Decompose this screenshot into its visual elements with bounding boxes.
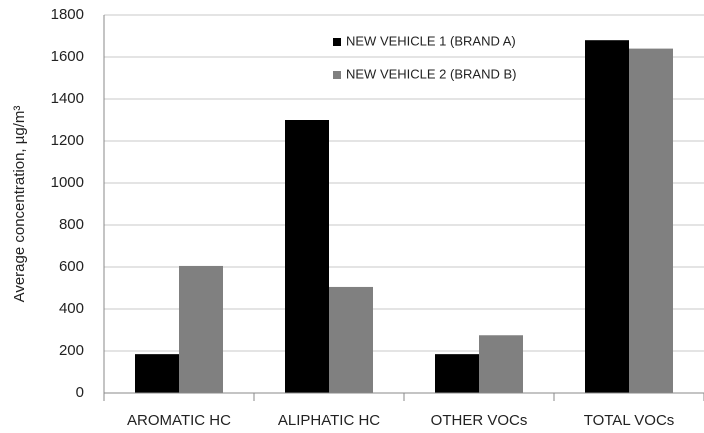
y-tick-label: 200	[59, 342, 84, 359]
y-tick-label: 1200	[51, 132, 84, 149]
y-tick-label: 1400	[51, 90, 84, 107]
legend-swatch	[333, 71, 341, 79]
bar	[585, 40, 629, 393]
x-tick-label: ALIPHATIC HC	[278, 412, 380, 429]
y-tick-label: 1600	[51, 48, 84, 65]
x-tick-label: AROMATIC HC	[127, 412, 231, 429]
legend-label: NEW VEHICLE 1 (BRAND A)	[346, 33, 516, 48]
y-tick-label: 1000	[51, 174, 84, 191]
bar	[329, 286, 373, 393]
bar	[285, 120, 329, 393]
y-axis-label: Average concentration, µg/m³	[11, 106, 28, 303]
y-tick-label: 1800	[51, 6, 84, 23]
y-tick-label: 600	[59, 258, 84, 275]
legend-label: NEW VEHICLE 2 (BRAND B)	[346, 66, 516, 81]
x-tick-label: TOTAL VOCs	[584, 412, 675, 429]
y-tick-label: 800	[59, 216, 84, 233]
bar	[135, 354, 179, 393]
y-tick-label: 0	[76, 384, 84, 401]
bar	[435, 354, 479, 393]
y-tick-label: 400	[59, 300, 84, 317]
bar	[629, 48, 673, 393]
legend-swatch	[333, 38, 341, 46]
x-tick-label: OTHER VOCs	[431, 412, 528, 429]
bar	[179, 265, 223, 393]
bar	[479, 335, 523, 393]
